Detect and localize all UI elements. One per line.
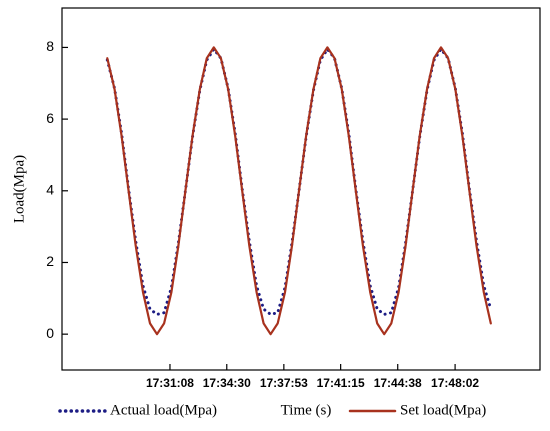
legend-label: Actual load(Mpa) — [110, 402, 217, 418]
series-line — [105, 47, 493, 316]
y-axis-label: Load(Mpa) — [11, 155, 27, 223]
x-tick-label: 17:31:08 — [146, 376, 194, 390]
series-line — [106, 46, 492, 336]
x-tick-label: 17:48:02 — [431, 376, 479, 390]
x-tick-label: 17:41:15 — [317, 376, 365, 390]
x-axis-label: Time (s) — [281, 402, 332, 418]
legend-label: Set load(Mpa) — [400, 402, 486, 418]
x-tick-label: 17:37:53 — [260, 376, 308, 390]
y-tick-label: 0 — [46, 325, 54, 341]
x-tick-label: 17:34:30 — [203, 376, 251, 390]
x-tick-label: 17:44:38 — [374, 376, 422, 390]
y-tick-label: 8 — [46, 38, 54, 54]
y-tick-label: 6 — [46, 110, 54, 126]
plot-frame — [61, 7, 541, 371]
y-tick-label: 2 — [46, 253, 54, 269]
y-tick-label: 4 — [46, 181, 54, 197]
